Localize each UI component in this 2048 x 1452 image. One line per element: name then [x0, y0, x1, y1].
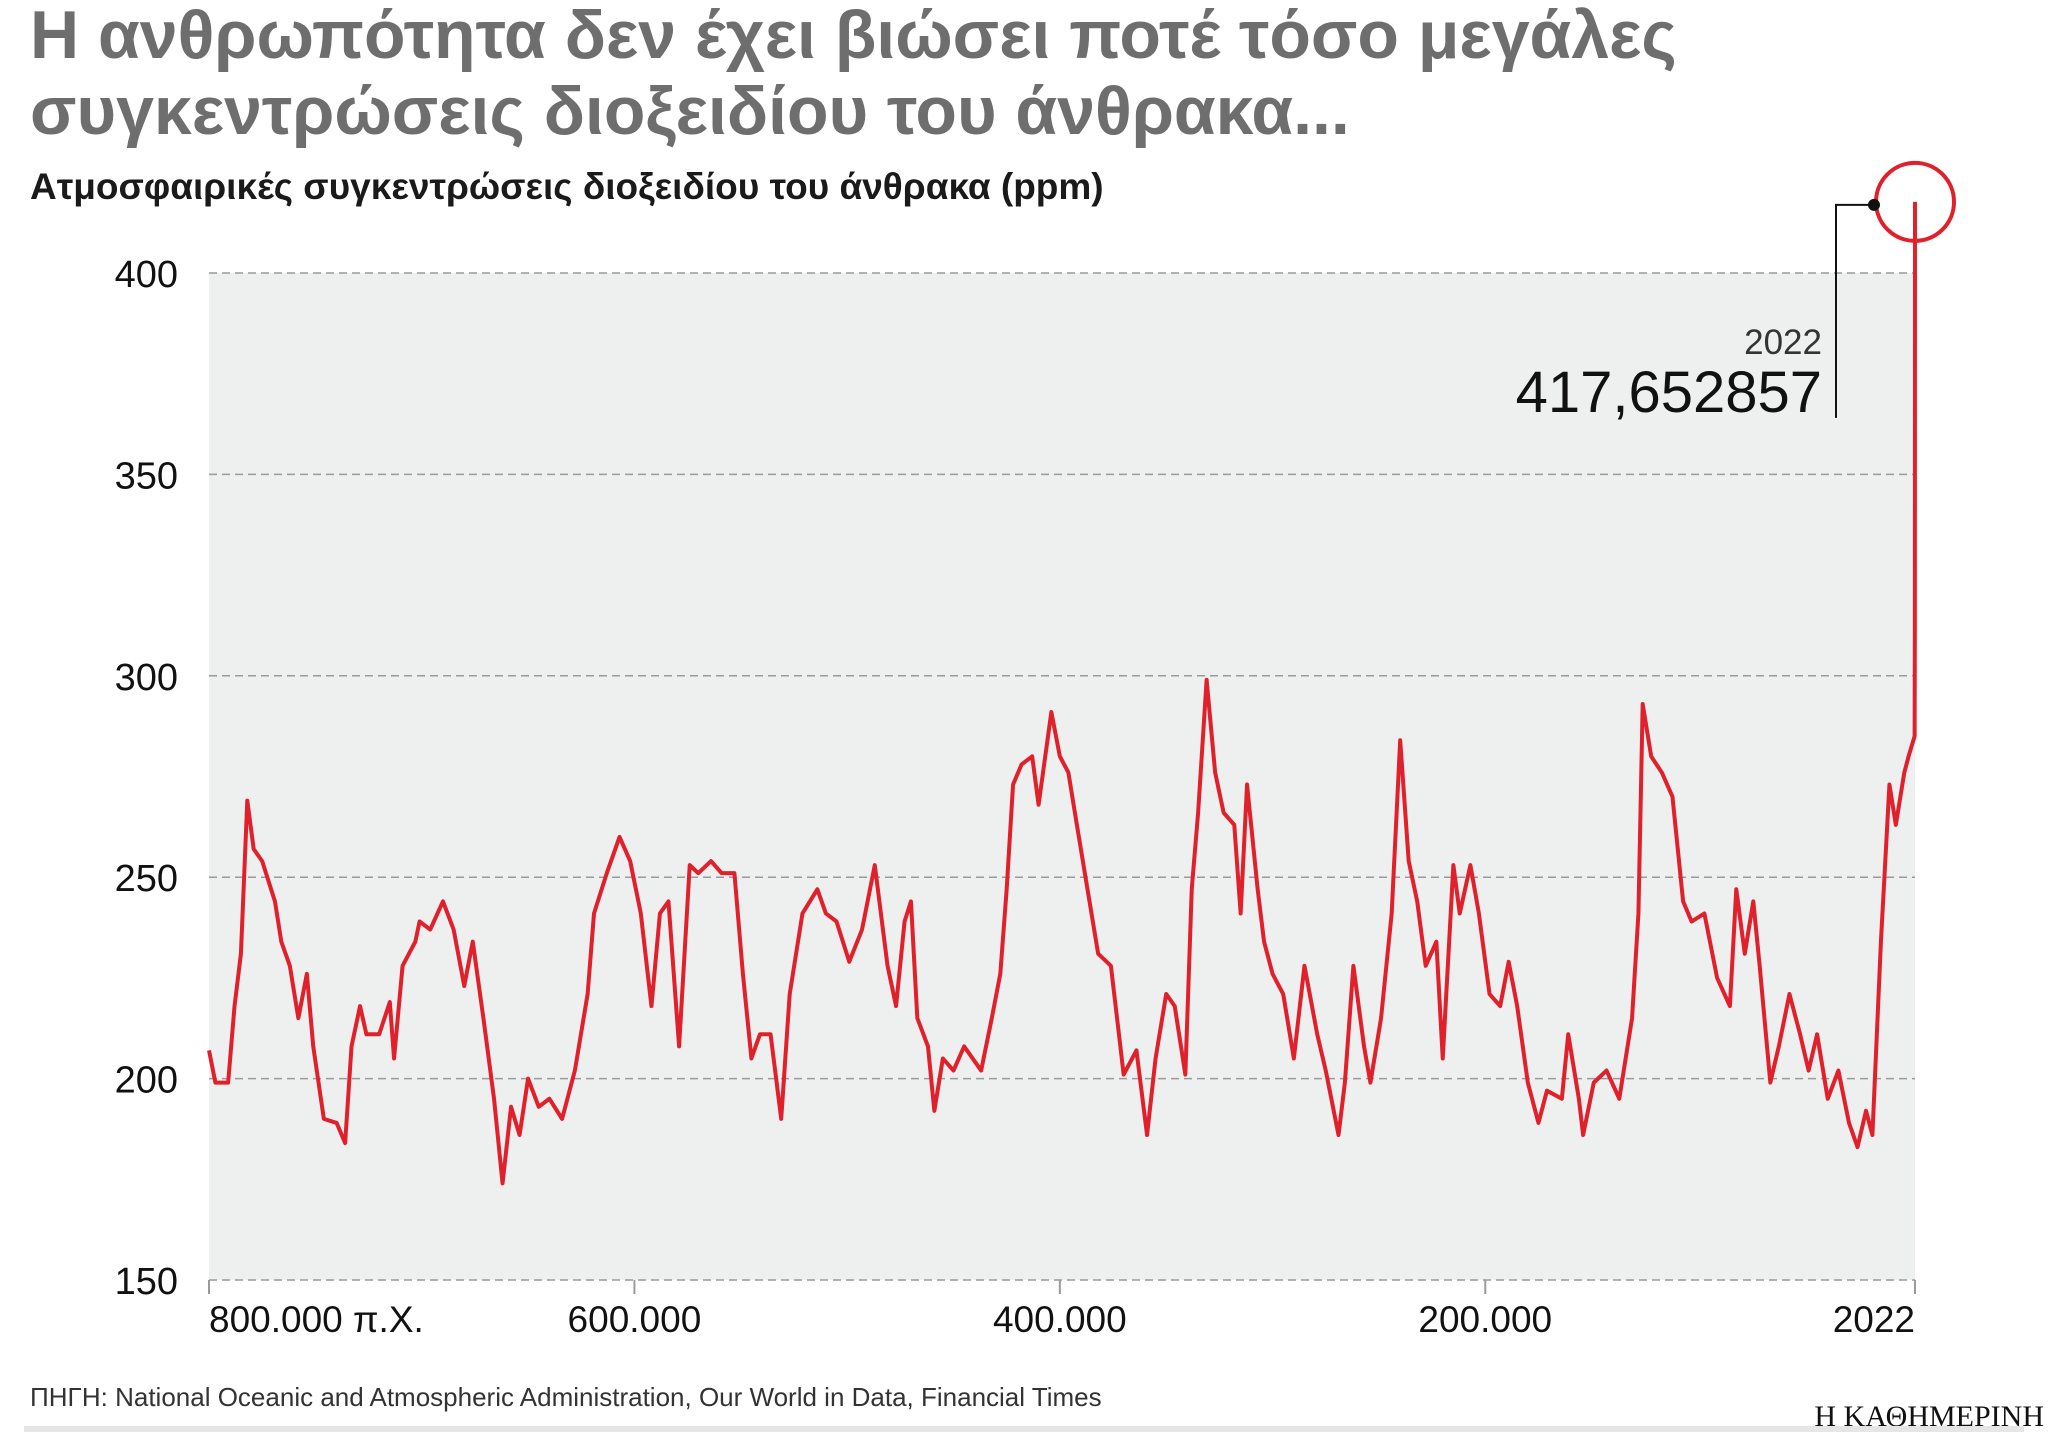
plot-background [209, 273, 1915, 1280]
x-tick-label: 400.000 [993, 1299, 1127, 1340]
annotation-value: 417,652857 [1516, 360, 1822, 425]
source: ΠΗΓΗ: National Oceanic and Atmospheric A… [30, 1382, 1102, 1412]
x-tick-label: 2022 [1833, 1299, 1915, 1340]
footer-rule [24, 1426, 2024, 1432]
x-tick-label: 800.000 π.Χ. [209, 1299, 424, 1340]
y-tick-label: 300 [115, 657, 178, 699]
y-tick-label: 200 [115, 1060, 178, 1102]
y-tick-label: 350 [115, 455, 178, 497]
y-tick-label: 400 [115, 254, 178, 296]
x-tick-label: 600.000 [568, 1299, 702, 1340]
leader-line [1835, 203, 1874, 418]
chart-title: συγκεντρώσεις διοξειδίου του άνθρακα... [30, 73, 1350, 149]
data-line [207, 201, 1917, 1186]
x-tick-label: 200.000 [1418, 1299, 1552, 1340]
chart-title: Η ανθρωπότητα δεν έχει βιώσει ποτέ τόσο … [30, 0, 1677, 73]
chart-subtitle: Ατμοσφαιρικές συγκεντρώσεις διοξειδίου τ… [30, 166, 1104, 207]
annotation-year: 2022 [1744, 323, 1822, 362]
y-tick-label: 250 [115, 858, 178, 900]
y-tick-label: 150 [115, 1261, 178, 1303]
